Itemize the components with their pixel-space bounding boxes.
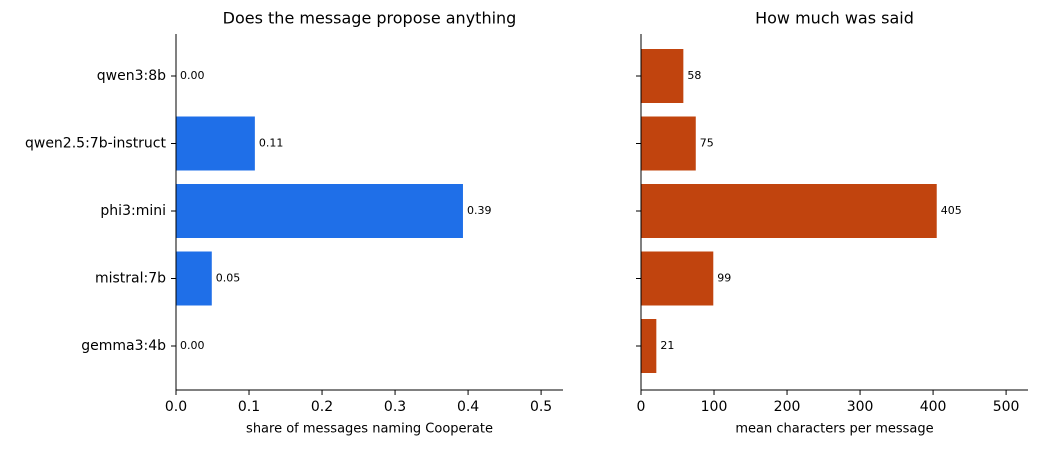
value-label: 0.39: [467, 204, 492, 217]
bar: [641, 184, 937, 238]
x-tick-label: 0.4: [457, 399, 479, 415]
x-tick-label: 0.1: [238, 399, 260, 415]
y-tick-label: phi3:mini: [100, 203, 166, 219]
bar: [641, 49, 684, 103]
x-tick-label: 0.5: [530, 399, 552, 415]
x-axis-title: share of messages naming Cooperate: [246, 422, 493, 437]
value-label: 0.00: [180, 69, 205, 82]
value-label: 21: [660, 339, 674, 352]
bar: [641, 251, 714, 306]
y-tick-label: gemma3:4b: [81, 338, 166, 354]
chart-title: How much was said: [755, 9, 914, 28]
x-tick-label: 0.0: [165, 399, 187, 415]
bar: [641, 319, 657, 373]
bar: [176, 116, 255, 171]
value-label: 0.05: [216, 272, 241, 285]
value-label: 99: [717, 272, 731, 285]
value-label: 0.11: [259, 137, 284, 150]
y-tick-label: qwen2.5:7b-instruct: [25, 136, 167, 152]
bar: [641, 116, 696, 171]
x-tick-label: 300: [847, 399, 874, 415]
x-tick-label: 0.3: [384, 399, 406, 415]
x-tick-label: 400: [920, 399, 947, 415]
value-label: 58: [687, 69, 701, 82]
chart-title: Does the message propose anything: [223, 9, 517, 28]
x-tick-label: 200: [774, 399, 801, 415]
x-tick-label: 0: [637, 399, 646, 415]
y-tick-label: qwen3:8b: [97, 68, 166, 84]
x-tick-label: 100: [701, 399, 728, 415]
bar: [176, 251, 212, 306]
value-label: 0.00: [180, 339, 205, 352]
value-label: 75: [700, 137, 714, 150]
value-label: 405: [941, 204, 962, 217]
x-tick-label: 0.2: [311, 399, 333, 415]
y-tick-label: mistral:7b: [95, 271, 166, 287]
bar: [176, 184, 463, 238]
x-axis-title: mean characters per message: [735, 422, 933, 437]
x-tick-label: 500: [993, 399, 1020, 415]
